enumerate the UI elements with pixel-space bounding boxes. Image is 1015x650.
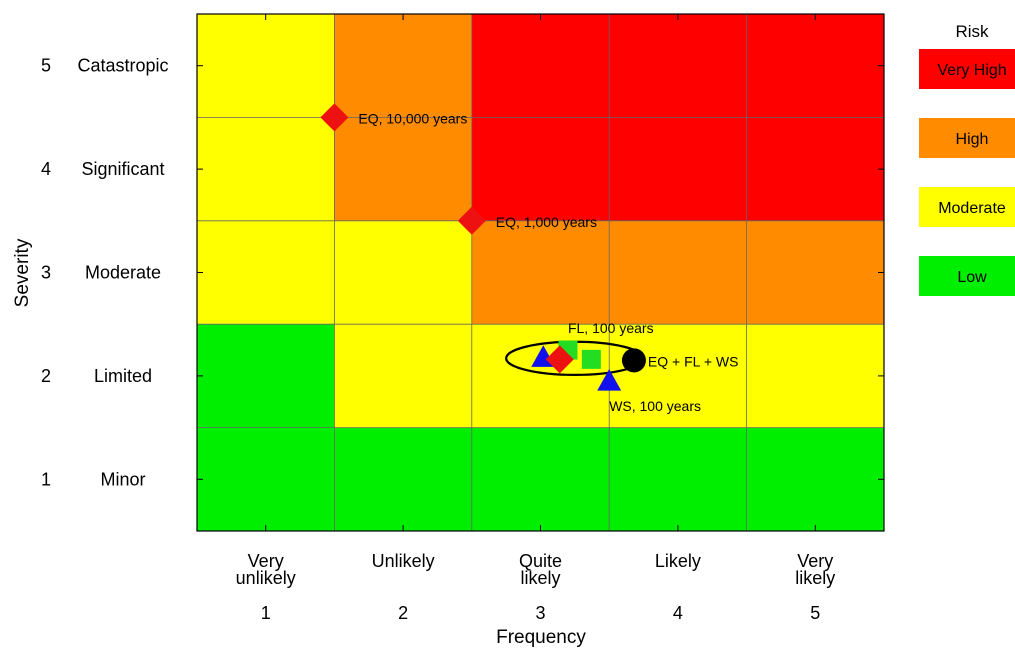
y-tick-label: Minor [100, 469, 145, 489]
data-point-label: WS, 100 years [609, 398, 701, 414]
x-tick-number: 2 [398, 603, 408, 623]
y-tick-labels: 1 Minor 2 Limited 3 Moderate 4 Significant 5 Cata… [41, 56, 169, 490]
risk-legend: Risk Very High High Moderate Low [919, 22, 1015, 296]
y-axis-label: Severity [12, 238, 33, 307]
x-tick-labels: Veryunlikely1Unlikely2Quitelikely3Likely… [236, 551, 836, 623]
risk-cell-s5-f5 [746, 14, 884, 118]
y-tick-label: Significant [81, 159, 164, 179]
risk-cell-s2-f1 [197, 324, 335, 428]
data-point-label: EQ + FL + WS [648, 353, 739, 369]
legend-swatch [919, 118, 1015, 158]
legend-title: Risk [955, 22, 989, 41]
risk-cell-s3-f5 [746, 220, 884, 325]
x-tick-label: likely [520, 568, 560, 588]
x-tick-label: Likely [655, 551, 701, 571]
legend-swatch [919, 49, 1015, 89]
y-tick-number: 3 [41, 263, 51, 283]
y-tick-label: Moderate [85, 263, 161, 283]
risk-cell-s5-f1 [197, 14, 335, 118]
x-axis-label: Frequency [496, 627, 586, 648]
risk-cell-s1-f5 [746, 427, 884, 531]
risk-cell-s5-f4 [609, 14, 747, 118]
data-point-label: EQ, 10,000 years [358, 110, 467, 126]
risk-cell-s1-f4 [609, 427, 747, 531]
risk-cell-s4-f4 [609, 117, 747, 221]
data-point-diamond [320, 103, 349, 132]
risk-cell-s1-f1 [197, 427, 335, 531]
risk-cell-s2-f3 [471, 324, 610, 428]
x-tick-label: Quite [519, 551, 562, 571]
x-tick-label: likely [795, 568, 835, 588]
risk-cells [197, 14, 884, 531]
risk-cell-s5-f2 [334, 14, 472, 118]
grid-lines [197, 14, 884, 531]
x-tick-label: Very [248, 551, 284, 571]
risk-cell-s4-f2 [334, 117, 472, 221]
risk-cell-s3-f1 [197, 220, 335, 325]
risk-cell-s2-f5 [746, 324, 884, 428]
risk-cell-s3-f2 [334, 220, 472, 325]
risk-cell-s3-f4 [609, 220, 747, 325]
data-point-circle [621, 348, 646, 373]
legend-label: Low [957, 269, 987, 286]
legend-swatch [919, 256, 1015, 296]
x-tick-number: 5 [810, 603, 820, 623]
x-tick-label: Very [797, 551, 833, 571]
legend-label: High [956, 131, 989, 148]
risk-cell-s4-f3 [471, 117, 610, 221]
legend-swatch [919, 187, 1015, 227]
risk-cell-s2-f2 [334, 324, 472, 428]
legend-label: Very High [937, 62, 1006, 79]
y-tick-label: Catastropic [77, 56, 168, 76]
risk-cell-s4-f5 [746, 117, 884, 221]
axis-ticks [197, 14, 884, 531]
risk-cell-s1-f2 [334, 427, 472, 531]
x-tick-number: 4 [673, 603, 683, 623]
x-tick-number: 1 [261, 603, 271, 623]
y-tick-number: 4 [41, 159, 51, 179]
data-points: EQ, 10,000 years EQ, 1,000 years FL, 100 y… [320, 103, 738, 414]
legend-label: Moderate [938, 200, 1006, 217]
x-tick-number: 3 [535, 603, 545, 623]
data-point-diamond [457, 206, 486, 235]
data-point-square [581, 349, 601, 369]
x-tick-label: Unlikely [372, 551, 435, 571]
data-point-label: FL, 100 years [568, 320, 654, 336]
risk-cell-s2-f4 [609, 324, 747, 428]
risk-cell-s5-f3 [471, 14, 610, 118]
risk-cell-s4-f1 [197, 117, 335, 221]
y-tick-number: 2 [41, 366, 51, 386]
data-point-triangle [597, 369, 622, 391]
y-tick-number: 5 [41, 56, 51, 76]
y-tick-number: 1 [41, 469, 51, 489]
x-tick-label: unlikely [236, 568, 296, 588]
data-point-label: EQ, 1,000 years [496, 214, 597, 230]
data-point-diamond [545, 345, 574, 374]
risk-cell-s1-f3 [471, 427, 610, 531]
y-tick-label: Limited [94, 366, 152, 386]
risk-cell-s3-f3 [471, 220, 610, 325]
